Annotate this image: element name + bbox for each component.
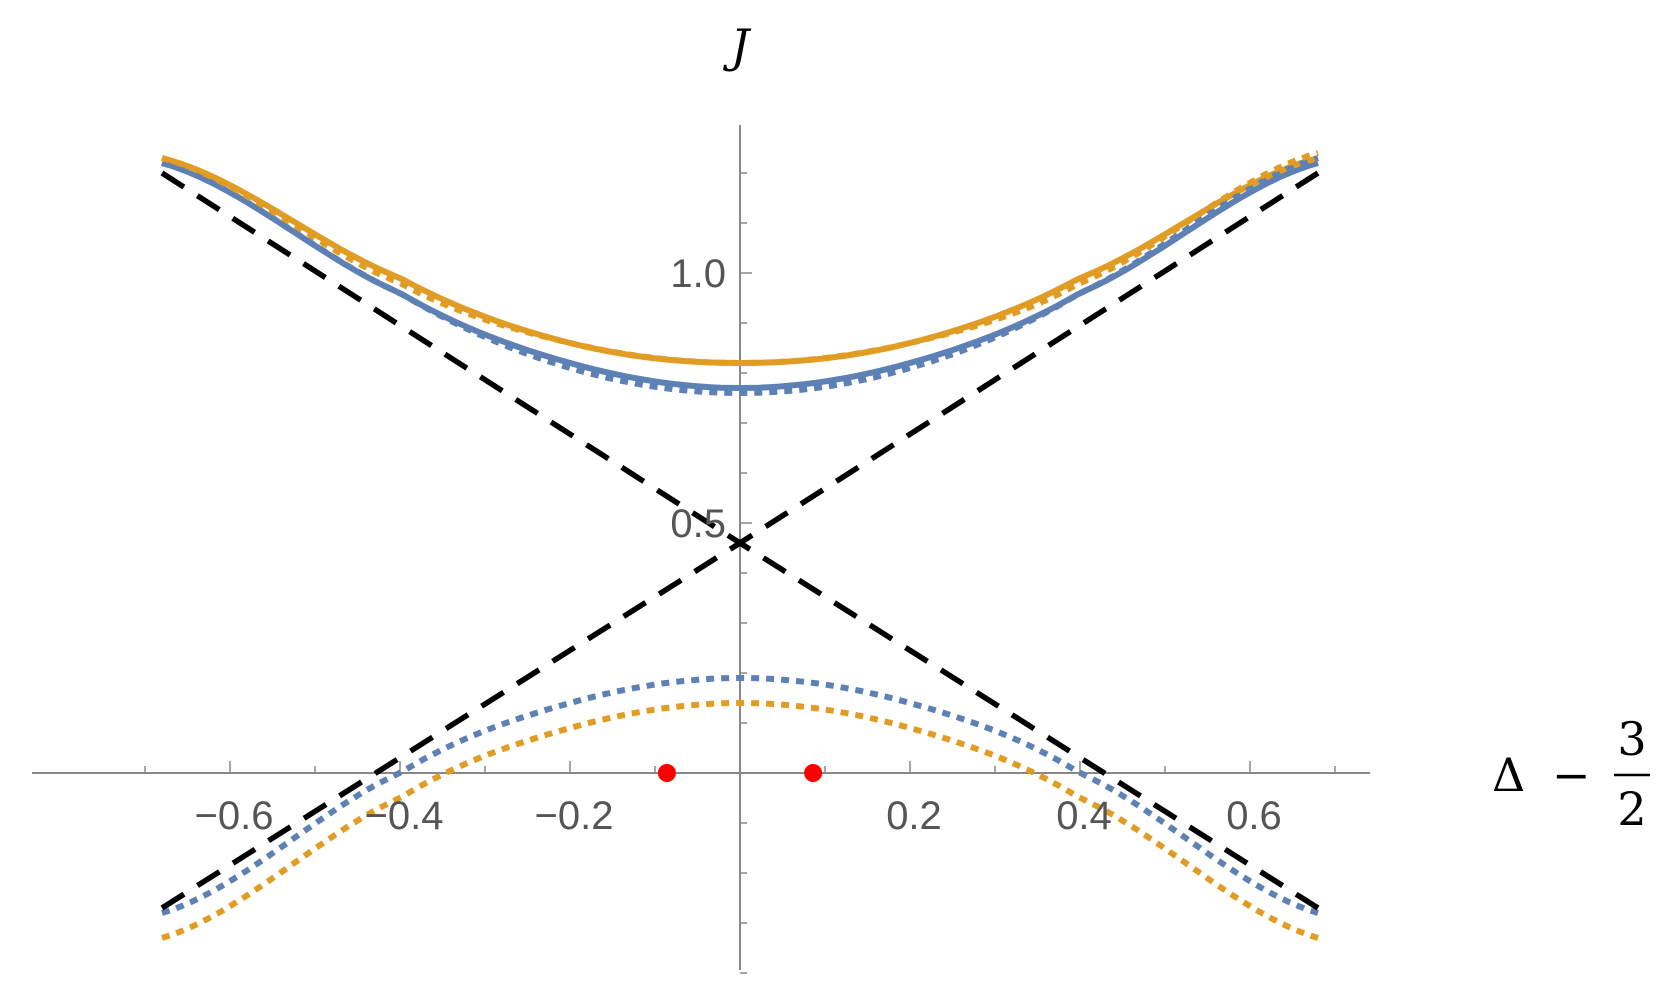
x-tick-label: −0.4 — [365, 794, 444, 838]
y-tick-label: 0.5 — [670, 502, 726, 546]
series-line-dotted — [161, 674, 1319, 916]
x-tick-label: −0.2 — [535, 794, 614, 838]
x-tick-label: 0.6 — [1226, 794, 1282, 838]
x-axis-label-minus: − — [1552, 748, 1591, 802]
series-line-dotted — [161, 150, 1319, 367]
tick-labels: −0.6 −0.4 −0.2 0.2 0.4 0.6 0.5 1.0 — [195, 252, 1282, 838]
x-axis-label-frac-den: 2 — [1617, 782, 1646, 836]
highlight-point — [657, 764, 676, 782]
x-axis-label-frac-num: 3 — [1617, 712, 1646, 766]
x-axis-label-symbol: Δ — [1492, 748, 1525, 802]
highlight-points — [657, 764, 823, 782]
y-tick-label: 1.0 — [670, 252, 726, 296]
x-tick-label: 0.2 — [886, 794, 942, 838]
series-lines — [160, 150, 1320, 941]
x-tick-label: 0.4 — [1056, 794, 1112, 838]
tick-marks — [144, 172, 1336, 974]
series-line-dashed — [160, 170, 1320, 911]
axes — [32, 125, 1370, 974]
series-line-dotted — [161, 155, 1319, 397]
x-axis-label: Δ − 3 2 — [1492, 712, 1650, 836]
svg-text:Δ −: Δ − — [1492, 748, 1590, 802]
highlight-point — [804, 764, 823, 782]
y-axis-label: J — [723, 19, 752, 73]
series-line-dotted — [161, 699, 1319, 941]
x-tick-label: −0.6 — [195, 794, 274, 838]
